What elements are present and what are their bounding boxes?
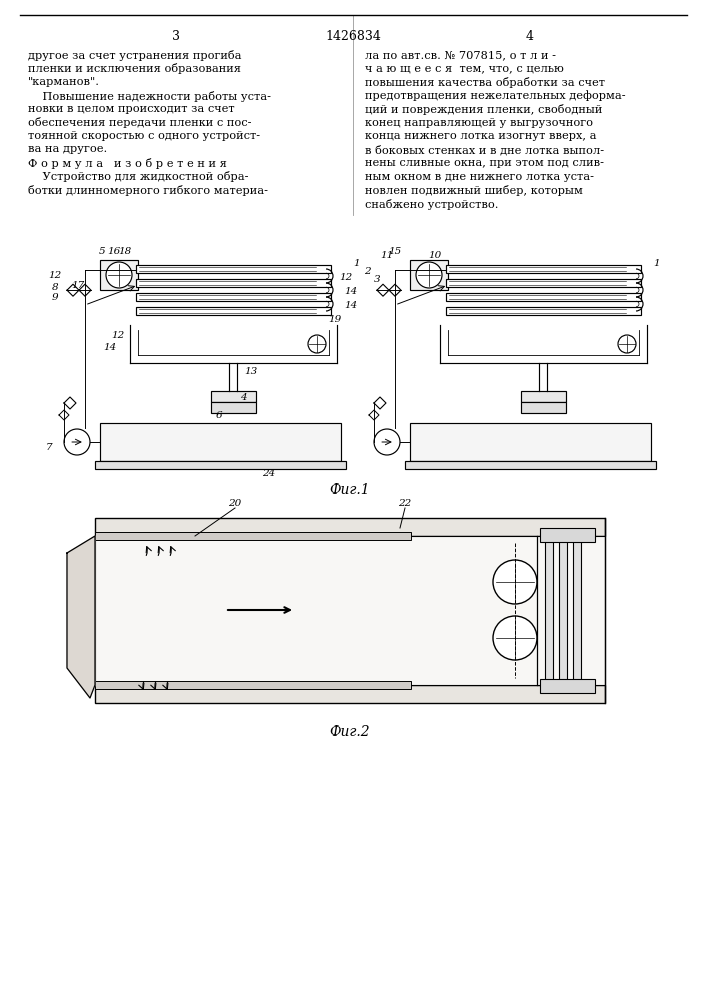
- Text: Фиг.2: Фиг.2: [329, 725, 370, 739]
- Text: 14: 14: [344, 286, 357, 296]
- Text: 12: 12: [48, 270, 62, 279]
- Text: конец направляющей у выгрузочного: конец направляющей у выгрузочного: [365, 117, 593, 127]
- Bar: [410, 423, 651, 461]
- Bar: [100, 423, 341, 461]
- Text: 10: 10: [428, 251, 442, 260]
- Text: 1426834: 1426834: [325, 30, 381, 43]
- Text: 1: 1: [354, 258, 361, 267]
- Circle shape: [493, 560, 537, 604]
- Text: пленки и исключения образования: пленки и исключения образования: [28, 64, 241, 75]
- Text: 1: 1: [654, 258, 660, 267]
- Text: тоянной скоростью с одного устройст-: тоянной скоростью с одного устройст-: [28, 131, 260, 141]
- Bar: [446, 265, 641, 273]
- Bar: [446, 307, 641, 315]
- Text: повышения качества обработки за счет: повышения качества обработки за счет: [365, 77, 605, 88]
- Text: 22: 22: [398, 498, 411, 508]
- Text: 12: 12: [339, 272, 352, 282]
- Circle shape: [64, 429, 90, 455]
- Bar: [95, 461, 346, 469]
- Text: обеспечения передачи пленки с пос-: обеспечения передачи пленки с пос-: [28, 117, 252, 128]
- Bar: [95, 685, 605, 703]
- Text: 9: 9: [52, 294, 58, 302]
- Bar: [95, 681, 411, 689]
- Text: ций и повреждения пленки, свободный: ций и повреждения пленки, свободный: [365, 104, 602, 115]
- Text: новки в целом происходит за счет: новки в целом происходит за счет: [28, 104, 235, 114]
- Text: 18: 18: [118, 247, 132, 256]
- Text: "карманов".: "карманов".: [28, 77, 100, 87]
- Text: 11: 11: [380, 250, 394, 259]
- Bar: [136, 293, 331, 301]
- Circle shape: [416, 262, 442, 288]
- Bar: [545, 540, 553, 681]
- Text: Устройство для жидкостной обра-: Устройство для жидкостной обра-: [28, 172, 248, 182]
- Text: 14: 14: [344, 300, 357, 310]
- Text: 15: 15: [388, 247, 402, 256]
- Text: снабжено устройство.: снабжено устройство.: [365, 198, 498, 210]
- Bar: [405, 461, 656, 469]
- Bar: [211, 402, 256, 413]
- Text: 7: 7: [46, 442, 52, 452]
- Text: другое за счет устранения прогиба: другое за счет устранения прогиба: [28, 50, 242, 61]
- Bar: [446, 279, 641, 287]
- Text: 20: 20: [228, 498, 242, 508]
- Text: Ф о р м у л а   и з о б р е т е н и я: Ф о р м у л а и з о б р е т е н и я: [28, 158, 227, 169]
- Polygon shape: [67, 536, 95, 698]
- Text: Повышение надежности работы уста-: Повышение надежности работы уста-: [28, 91, 271, 102]
- Text: ла по авт.св. № 707815, о т л и -: ла по авт.св. № 707815, о т л и -: [365, 50, 556, 60]
- Circle shape: [308, 335, 326, 353]
- Text: 4: 4: [526, 30, 534, 43]
- Text: 3: 3: [374, 275, 380, 284]
- Text: 16: 16: [107, 247, 121, 256]
- Bar: [95, 532, 411, 540]
- Circle shape: [106, 262, 132, 288]
- Text: ч а ю щ е е с я  тем, что, с целью: ч а ю щ е е с я тем, что, с целью: [365, 64, 564, 74]
- Text: конца нижнего лотка изогнут вверх, а: конца нижнего лотка изогнут вверх, а: [365, 131, 597, 141]
- Bar: [95, 518, 605, 536]
- Bar: [410, 260, 448, 290]
- Bar: [540, 679, 595, 693]
- Circle shape: [493, 616, 537, 660]
- Bar: [100, 260, 138, 290]
- Text: 19: 19: [328, 316, 341, 324]
- Text: в боковых стенках и в дне лотка выпол-: в боковых стенках и в дне лотка выпол-: [365, 144, 604, 155]
- Text: новлен подвижный шибер, которым: новлен подвижный шибер, которым: [365, 185, 583, 196]
- Text: ным окном в дне нижнего лотка уста-: ным окном в дне нижнего лотка уста-: [365, 172, 594, 182]
- Bar: [521, 402, 566, 413]
- Bar: [559, 540, 567, 681]
- Bar: [540, 528, 595, 542]
- Text: ва на другое.: ва на другое.: [28, 144, 107, 154]
- Bar: [136, 265, 331, 273]
- Bar: [211, 391, 256, 402]
- Text: Фиг.1: Фиг.1: [329, 483, 370, 497]
- Text: 2: 2: [363, 267, 370, 276]
- Circle shape: [618, 335, 636, 353]
- Text: 6: 6: [216, 412, 222, 420]
- Text: 17: 17: [71, 280, 85, 290]
- Text: 13: 13: [245, 366, 257, 375]
- Text: ботки длинномерного гибкого материа-: ботки длинномерного гибкого материа-: [28, 185, 268, 196]
- Circle shape: [374, 429, 400, 455]
- Text: предотвращения нежелательных деформа-: предотвращения нежелательных деформа-: [365, 91, 626, 101]
- Text: 3: 3: [172, 30, 180, 43]
- Bar: [446, 293, 641, 301]
- Bar: [573, 540, 581, 681]
- Bar: [521, 391, 566, 402]
- Bar: [95, 536, 605, 685]
- Text: 24: 24: [262, 468, 275, 478]
- Text: 12: 12: [112, 330, 124, 340]
- Text: 8: 8: [52, 282, 58, 292]
- Bar: [136, 307, 331, 315]
- Bar: [136, 279, 331, 287]
- Text: 14: 14: [103, 342, 117, 352]
- Text: 4: 4: [240, 393, 246, 402]
- Text: 5: 5: [99, 247, 105, 256]
- Text: нены сливные окна, при этом под слив-: нены сливные окна, при этом под слив-: [365, 158, 604, 168]
